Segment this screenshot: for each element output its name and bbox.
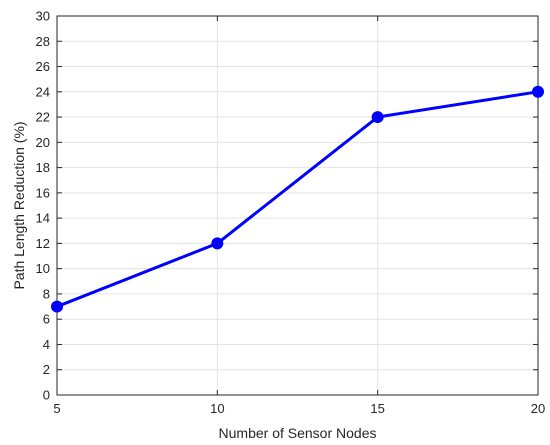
y-tick-label: 0: [43, 388, 50, 403]
y-tick-label: 20: [36, 135, 50, 150]
y-tick-label: 26: [36, 59, 50, 74]
y-tick-label: 6: [43, 312, 50, 327]
data-point: [532, 85, 544, 98]
y-tick-label: 8: [43, 286, 50, 301]
y-tick-label: 12: [36, 236, 50, 251]
y-tick-label: 30: [36, 9, 50, 24]
y-tick-label: 2: [43, 362, 50, 377]
series: [51, 85, 544, 313]
data-point: [371, 111, 384, 124]
y-tick-label: 28: [36, 34, 50, 49]
y-tick-label: 18: [36, 160, 50, 175]
y-tick-label: 24: [36, 84, 50, 99]
data-point: [51, 300, 63, 313]
x-axis-label: Number of Sensor Nodes: [219, 425, 377, 441]
x-tick-label: 20: [531, 401, 545, 416]
x-tick-label: 10: [210, 401, 224, 416]
y-axis-label: Path Length Reduction (%): [11, 121, 27, 289]
series-line: [55, 90, 540, 309]
axes-box: [56, 15, 539, 396]
y-tick-label: 4: [43, 337, 50, 352]
y-tick-label: 22: [36, 110, 50, 125]
x-tick-label: 15: [370, 401, 384, 416]
plot-background: [57, 16, 538, 395]
y-tick-label: 16: [36, 185, 50, 200]
x-tick-label: 5: [53, 401, 60, 416]
data-point: [211, 237, 224, 250]
grid: [56, 15, 539, 396]
y-tick-label: 14: [36, 211, 50, 226]
y-tick-label: 10: [36, 261, 50, 276]
